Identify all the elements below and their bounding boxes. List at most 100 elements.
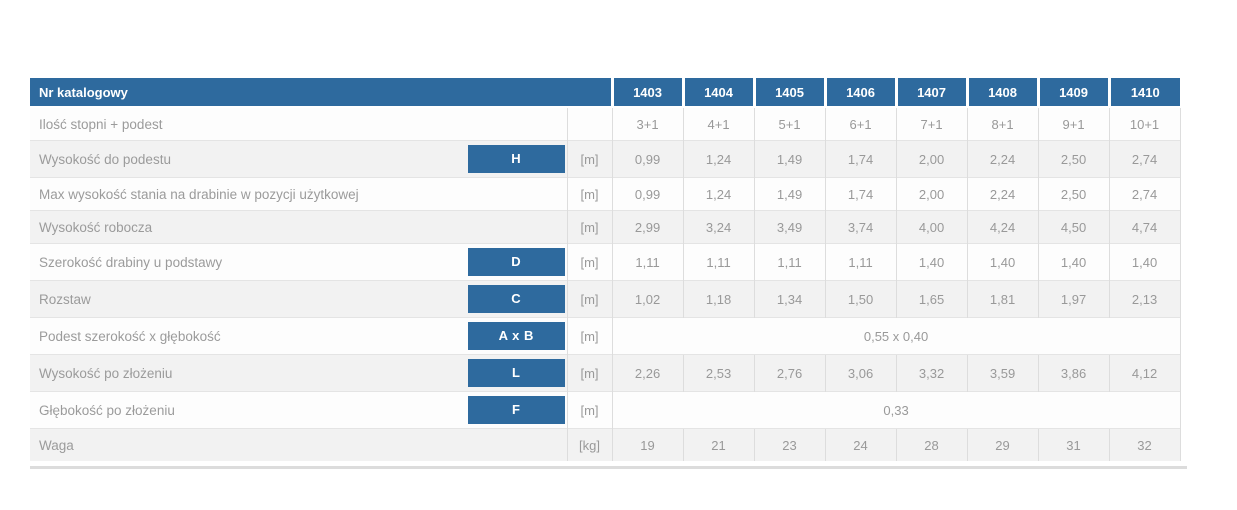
catalog-header-row: Nr katalogowy 1403 1404 1405 1406 1407 1408 140…: [30, 78, 1181, 107]
value-cell: 2,99: [611, 210, 684, 244]
unit-cell: [m]: [566, 210, 613, 244]
value-cell: 1,18: [682, 280, 755, 318]
catalog-column-header: 1410: [1107, 78, 1181, 107]
value-cell: 2,53: [682, 354, 755, 392]
table-row: Max wysokość stania na drabinie w pozycj…: [30, 177, 1181, 211]
unit-cell: [m]: [566, 280, 613, 318]
spec-badge-cell: C: [466, 280, 567, 318]
value-cell: 2,74: [1108, 177, 1181, 211]
value-cell: 2,50: [1037, 177, 1110, 211]
value-cell: 23: [753, 428, 826, 461]
value-cell: 6+1: [824, 106, 897, 141]
value-cell: 24: [824, 428, 897, 461]
spec-badge-cell: D: [466, 243, 567, 281]
value-cell: 10+1: [1108, 106, 1181, 141]
unit-cell: [m]: [566, 317, 613, 355]
value-cell: 2,13: [1108, 280, 1181, 318]
catalog-column-header: 1407: [894, 78, 968, 107]
value-cell: 0,99: [611, 177, 684, 211]
value-cell: 4,74: [1108, 210, 1181, 244]
catalog-column-header: 1408: [965, 78, 1039, 107]
spec-badge-cell: H: [466, 140, 567, 178]
value-cell: 1,02: [611, 280, 684, 318]
catalog-column-header: 1409: [1036, 78, 1110, 107]
value-cell: 3,86: [1037, 354, 1110, 392]
spec-badge: C: [468, 285, 565, 313]
merged-value-cell: 0,55 x 0,40: [611, 317, 1181, 355]
value-cell: 2,00: [895, 140, 968, 178]
value-cell: 1,11: [682, 243, 755, 281]
table-row: Głębokość po złożeniu F [m] 0,33: [30, 391, 1181, 429]
unit-cell: [m]: [566, 354, 613, 392]
catalog-column-header: 1404: [681, 78, 755, 107]
value-cell: 1,49: [753, 140, 826, 178]
table-row: Podest szerokość x głębokość A x B [m] 0,55…: [30, 317, 1181, 355]
row-label: Waga: [30, 428, 567, 461]
value-cell: 1,11: [611, 243, 684, 281]
value-cell: 8+1: [966, 106, 1039, 141]
value-cell: 3,06: [824, 354, 897, 392]
row-label: Ilość stopni + podest: [30, 106, 567, 141]
value-cell: 32: [1108, 428, 1181, 461]
table-row: Rozstaw C [m] 1,02 1,18 1,34 1,50 1,65 1,81 1,97 2…: [30, 280, 1181, 318]
value-cell: 3,49: [753, 210, 826, 244]
value-cell: 4,00: [895, 210, 968, 244]
value-cell: 21: [682, 428, 755, 461]
value-cell: 1,40: [966, 243, 1039, 281]
value-cell: 1,74: [824, 140, 897, 178]
value-cell: 1,50: [824, 280, 897, 318]
table-row: Wysokość robocza [m] 2,99 3,24 3,49 3,74 4,00 4…: [30, 210, 1181, 244]
value-cell: 28: [895, 428, 968, 461]
value-cell: 1,11: [824, 243, 897, 281]
spec-badge-cell: L: [466, 354, 567, 392]
value-cell: 2,00: [895, 177, 968, 211]
value-cell: 1,49: [753, 177, 826, 211]
value-cell: 1,97: [1037, 280, 1110, 318]
spec-badge: F: [468, 396, 565, 424]
merged-value-cell: 0,33: [611, 391, 1181, 429]
value-cell: 4,24: [966, 210, 1039, 244]
value-cell: 1,74: [824, 177, 897, 211]
value-cell: 1,40: [1108, 243, 1181, 281]
unit-cell: [kg]: [566, 428, 613, 461]
value-cell: 2,24: [966, 177, 1039, 211]
spec-table-container: Nr katalogowy 1403 1404 1405 1406 1407 1408 140…: [30, 78, 1187, 469]
row-label: Szerokość drabiny u podstawy: [30, 243, 466, 281]
catalog-column-header: 1406: [823, 78, 897, 107]
unit-cell: [m]: [566, 391, 613, 429]
value-cell: 2,24: [966, 140, 1039, 178]
value-cell: 1,81: [966, 280, 1039, 318]
table-body: Ilość stopni + podest 3+1 4+1 5+1 6+1 7+1 8+1 9…: [30, 106, 1181, 461]
catalog-column-header: 1405: [752, 78, 826, 107]
table-row: Waga [kg] 19 21 23 24 28 29 31 32: [30, 428, 1181, 461]
row-label: Wysokość po złożeniu: [30, 354, 466, 392]
value-cell: 4,12: [1108, 354, 1181, 392]
value-cell: 7+1: [895, 106, 968, 141]
value-cell: 1,24: [682, 140, 755, 178]
value-cell: 4+1: [682, 106, 755, 141]
unit-cell: [566, 106, 613, 141]
unit-cell: [m]: [566, 140, 613, 178]
value-cell: 3,24: [682, 210, 755, 244]
value-cell: 1,65: [895, 280, 968, 318]
value-cell: 3+1: [611, 106, 684, 141]
value-cell: 0,99: [611, 140, 684, 178]
catalog-column-header: 1403: [610, 78, 684, 107]
value-cell: 1,24: [682, 177, 755, 211]
spec-badge: A x B: [468, 322, 565, 350]
value-cell: 19: [611, 428, 684, 461]
value-cell: 3,59: [966, 354, 1039, 392]
spec-badge: H: [468, 145, 565, 173]
value-cell: 31: [1037, 428, 1110, 461]
table-row: Ilość stopni + podest 3+1 4+1 5+1 6+1 7+1 8+1 9…: [30, 106, 1181, 141]
row-label: Max wysokość stania na drabinie w pozycj…: [30, 177, 567, 211]
unit-cell: [m]: [566, 243, 613, 281]
value-cell: 29: [966, 428, 1039, 461]
value-cell: 3,32: [895, 354, 968, 392]
value-cell: 4,50: [1037, 210, 1110, 244]
spec-badge-cell: F: [466, 391, 567, 429]
value-cell: 1,11: [753, 243, 826, 281]
row-label: Wysokość robocza: [30, 210, 567, 244]
table-row: Wysokość do podestu H [m] 0,99 1,24 1,49 1,74 2…: [30, 140, 1181, 178]
table-row: Wysokość po złożeniu L [m] 2,26 2,53 2,76 3,06…: [30, 354, 1181, 392]
